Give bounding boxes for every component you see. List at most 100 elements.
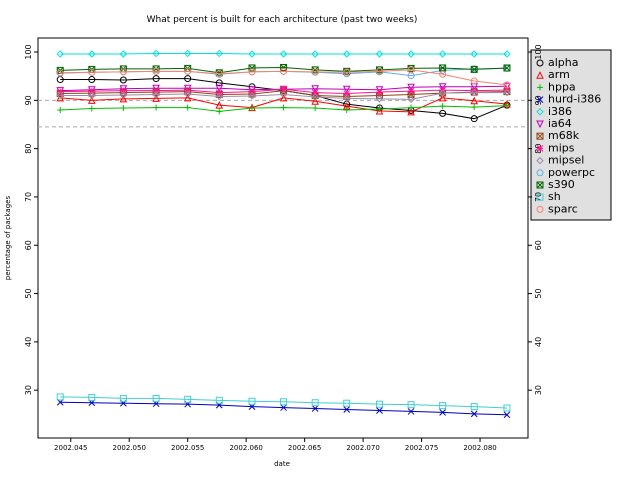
marker [343,50,351,58]
legend-label: m68k [548,129,580,142]
marker-part [215,79,223,87]
marker [503,82,511,91]
marker [470,77,478,85]
marker-part [438,89,447,97]
marker-part [536,156,544,165]
marker [248,68,256,76]
marker-part [470,403,478,411]
marker-part [407,408,415,415]
marker [407,401,415,409]
marker-part [311,50,319,58]
marker-part [343,68,351,76]
marker [503,50,511,58]
marker [376,88,383,96]
marker-part [470,65,478,73]
marker [438,89,447,97]
marker-part [184,67,192,75]
marker-part [343,94,351,103]
marker [407,50,415,58]
y-tick-label: 100 [24,44,33,59]
marker-part [536,96,544,103]
marker [184,67,192,75]
marker [279,50,288,58]
marker [152,84,160,93]
marker [184,395,192,403]
marker [470,88,478,97]
marker-part [536,108,544,116]
marker-part [183,49,192,58]
marker-part [470,96,479,105]
marker [503,81,511,89]
marker [343,399,351,407]
marker [152,75,160,83]
marker-part [152,49,160,58]
marker-part [184,395,192,403]
marker [56,88,64,95]
marker-part [56,66,64,74]
marker [152,49,160,58]
marker [407,95,415,104]
legend-label: arm [548,68,570,81]
marker [120,105,127,112]
marker-part [215,70,223,78]
y2-tick-label: 50 [534,288,543,298]
marker-part [88,393,96,401]
marker [183,49,192,58]
marker [119,76,127,84]
y-tick-label: 60 [24,240,33,250]
marker [119,68,127,76]
marker [503,404,511,412]
marker-part [248,50,256,58]
legend-label: powerpc [548,166,595,179]
marker [343,106,350,113]
marker [438,83,447,91]
x-tick-label: 2002.050 [113,444,146,452]
marker-part [375,400,383,408]
legend-label: sh [548,190,561,203]
marker-part [536,132,544,140]
marker [215,84,224,93]
marker [503,411,511,419]
marker [280,404,287,411]
legend-box [530,49,612,221]
marker-part [215,69,223,77]
marker [311,85,319,93]
marker [311,50,319,58]
marker [408,104,415,111]
marker [438,93,447,102]
marker-part [87,96,96,104]
marker-part [503,64,511,72]
marker [470,115,478,123]
marker [536,108,544,116]
marker [88,393,96,401]
marker [407,87,415,95]
marker-part [311,66,319,74]
marker [536,169,544,177]
marker-part [343,50,351,58]
x-tick-label: 2002.055 [171,444,204,452]
marker-part [343,67,351,75]
marker [536,181,544,189]
marker-part [438,83,447,91]
marker-part [536,205,544,213]
series-line [60,396,507,409]
marker-part [215,101,224,109]
marker [280,398,288,406]
marker-part [470,66,478,73]
marker-part [311,85,319,93]
marker [119,91,128,99]
marker-part [248,64,256,72]
marker-part [152,394,160,402]
marker [375,50,384,58]
marker [88,76,96,84]
marker-part [439,409,446,416]
marker-part [439,109,447,117]
marker-part [470,50,478,58]
marker [375,400,383,408]
marker [311,405,319,412]
marker-part [343,406,351,413]
marker-part [407,401,415,409]
series-line [60,69,508,86]
marker-part [279,90,288,99]
marker [536,193,544,201]
